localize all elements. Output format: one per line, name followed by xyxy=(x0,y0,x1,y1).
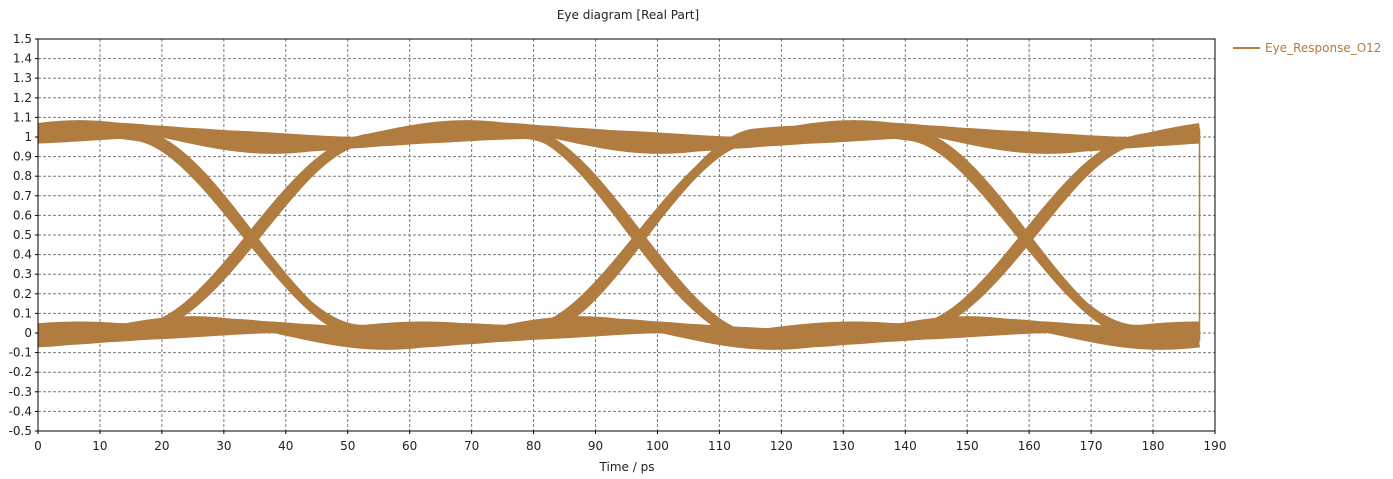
x-tick-label: 140 xyxy=(894,439,917,453)
x-tick-label: 70 xyxy=(464,439,479,453)
x-tick-label: 30 xyxy=(216,439,231,453)
y-tick-label: 1.4 xyxy=(13,52,32,66)
eye-trace xyxy=(35,323,1202,343)
y-tick-label: 0.1 xyxy=(13,306,32,320)
eye-trace xyxy=(35,128,1202,338)
eye-trace xyxy=(35,122,1202,152)
chart-title: Eye diagram [Real Part] xyxy=(557,8,699,22)
eye-trace xyxy=(35,125,1202,338)
eye-traces xyxy=(35,120,1202,350)
y-tick-label: 1 xyxy=(24,130,32,144)
x-tick-label: 50 xyxy=(340,439,355,453)
x-tick-label: 190 xyxy=(1204,439,1227,453)
x-tick-label: 10 xyxy=(92,439,107,453)
eye-trace xyxy=(35,120,1202,154)
y-tick-label: 0.3 xyxy=(13,267,32,281)
x-tick-label: 110 xyxy=(708,439,731,453)
x-tick-label: 160 xyxy=(1018,439,1041,453)
eye-trace xyxy=(35,316,1202,350)
x-tick-label: 40 xyxy=(278,439,293,453)
y-tick-label: 1.2 xyxy=(13,91,32,105)
y-tick-label: -0.1 xyxy=(9,346,32,360)
x-axis-ticks: 0 10 20 30 40 50 60 70 80 90 100 110 120 130 140 150 160… xyxy=(34,431,1226,453)
x-tick-label: 80 xyxy=(526,439,541,453)
x-axis-label: Time / ps xyxy=(599,460,655,474)
y-tick-label: 0.6 xyxy=(13,208,32,222)
x-tick-label: 100 xyxy=(646,439,669,453)
legend-label-eye-response: Eye_Response_O12 xyxy=(1265,41,1381,55)
grid xyxy=(38,39,1215,431)
y-tick-label: 0 xyxy=(24,326,32,340)
x-tick-label: 20 xyxy=(154,439,169,453)
x-tick-label: 150 xyxy=(956,439,979,453)
eye-trace xyxy=(35,125,1202,338)
y-axis-ticks: -0.5 -0.4 -0.3 -0.2 -0.1 0 0.1 0.2 0.3 0.4 0.5 0.6 0… xyxy=(9,32,38,438)
y-tick-label: 0.8 xyxy=(13,169,32,183)
x-tick-label: 0 xyxy=(34,439,42,453)
x-tick-label: 60 xyxy=(402,439,417,453)
y-tick-label: 1.5 xyxy=(13,32,32,46)
y-tick-label: 0.7 xyxy=(13,189,32,203)
y-tick-label: 0.2 xyxy=(13,287,32,301)
eye-trace xyxy=(35,124,1202,150)
y-tick-label: -0.3 xyxy=(9,385,32,399)
x-tick-label: 90 xyxy=(588,439,603,453)
y-tick-label: 1.3 xyxy=(13,71,32,85)
y-tick-label: 1.1 xyxy=(13,110,32,124)
y-tick-label: 0.5 xyxy=(13,228,32,242)
y-tick-label: -0.4 xyxy=(9,404,32,418)
x-tick-label: 180 xyxy=(1142,439,1165,453)
y-tick-label: 0.4 xyxy=(13,248,32,262)
x-tick-label: 130 xyxy=(832,439,855,453)
y-tick-label: -0.2 xyxy=(9,365,32,379)
x-tick-label: 170 xyxy=(1080,439,1103,453)
legend[interactable]: Eye_Response_O12 xyxy=(1233,41,1381,55)
y-tick-label: 0.9 xyxy=(13,150,32,164)
y-tick-label: -0.5 xyxy=(9,424,32,438)
x-tick-label: 120 xyxy=(770,439,793,453)
